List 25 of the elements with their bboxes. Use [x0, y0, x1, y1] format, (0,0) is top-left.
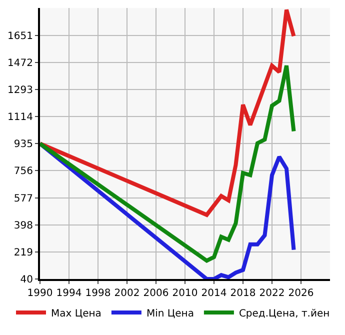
x-tick-label: 2006: [143, 288, 169, 299]
y-tick-label: 1472: [8, 58, 33, 69]
x-tick-label: 1998: [85, 288, 111, 299]
x-tick-label: 2010: [172, 288, 198, 299]
legend-label: Max Цена: [51, 308, 102, 320]
y-tick-label: 756: [14, 166, 33, 178]
y-tick-label: 1293: [8, 85, 33, 96]
x-tick-label: 2018: [230, 288, 256, 299]
x-tick-label: 1990: [27, 288, 53, 299]
x-tick-label: 2002: [114, 288, 140, 299]
y-tick-label: 1114: [8, 112, 33, 124]
x-tick-label: 2014: [201, 288, 227, 299]
x-tick-label: 2022: [259, 288, 285, 299]
line-series: [40, 64, 296, 263]
x-tick-label: 2026: [288, 288, 314, 299]
legend-label: Min Цена: [146, 308, 194, 320]
x-tick-label: 1994: [56, 288, 82, 299]
y-tick-label: 398: [14, 220, 33, 232]
y-tick-label: 40: [20, 274, 33, 286]
y-tick-label: 577: [14, 193, 33, 204]
y-tick-label: 1651: [8, 30, 33, 42]
y-tick-label: 219: [14, 247, 33, 258]
line-series: [40, 8, 296, 217]
y-tick-label: 935: [14, 139, 33, 150]
legend-label: Сред.Цена, т.йен: [238, 308, 330, 320]
